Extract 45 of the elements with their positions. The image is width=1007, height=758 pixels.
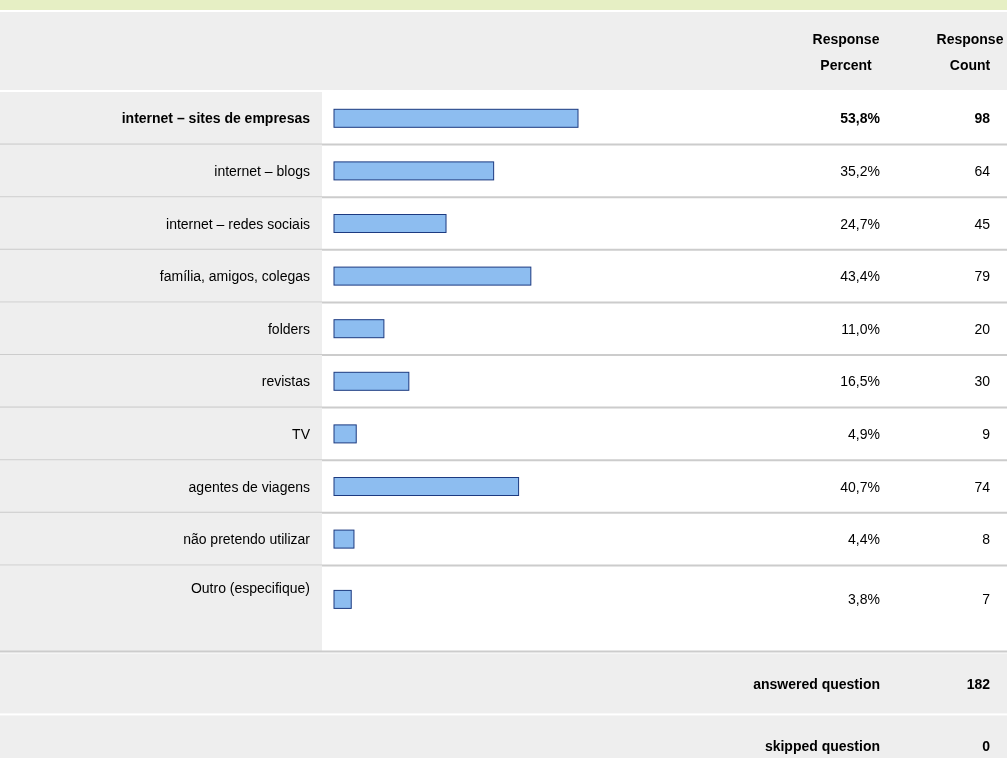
y-tick-label: revistas: [261, 373, 310, 390]
bar: [333, 477, 520, 496]
y-tick-label: internet – blogs: [214, 162, 310, 179]
text: answered question: [753, 676, 880, 693]
text: 64: [974, 162, 991, 179]
bar: [333, 266, 532, 286]
data-label: 16,5%: [840, 373, 880, 390]
text: 79: [974, 268, 991, 285]
data-label: 11,0%: [841, 320, 880, 337]
text: 74: [974, 478, 991, 495]
y-tick-label: folders: [267, 320, 310, 337]
data-label: 35,2%: [840, 162, 880, 179]
text: 30: [974, 373, 991, 390]
text: 8: [982, 531, 991, 548]
data-label: 4,9%: [848, 425, 880, 442]
text: Response Count: [936, 31, 1004, 73]
bar: [333, 371, 410, 391]
text: 182: [966, 676, 991, 693]
text: 0: [982, 738, 991, 755]
y-tick-label: família, amigos, colegas: [159, 268, 310, 285]
data-label: 4,4%: [848, 531, 880, 548]
data-label: 40,7%: [840, 478, 880, 495]
y-tick-label: Outro (especifique): [190, 580, 310, 597]
text: skipped question: [764, 738, 880, 755]
y-tick-label: internet – redes sociais: [166, 215, 310, 232]
bar: [333, 424, 357, 444]
text: 98: [974, 110, 991, 127]
text: Response Percent: [812, 31, 880, 73]
data-label: 43,4%: [840, 268, 880, 285]
data-label: 53,8%: [840, 110, 881, 127]
bar: [333, 319, 385, 339]
text: 45: [974, 215, 991, 232]
text: 20: [974, 320, 991, 337]
data-label: 24,7%: [840, 215, 880, 232]
data-label: 3,8%: [848, 591, 880, 608]
bar: [333, 529, 355, 549]
bar: [333, 161, 495, 181]
bar: [333, 108, 579, 128]
text: 9: [982, 425, 991, 442]
y-tick-label: agentes de viagens: [188, 478, 310, 495]
y-tick-label: TV: [292, 425, 311, 442]
bar: [333, 214, 447, 233]
text: 7: [982, 591, 991, 608]
y-tick-label: não pretendo utilizar: [183, 531, 311, 548]
y-tick-label: internet – sites de empresas: [121, 110, 311, 127]
